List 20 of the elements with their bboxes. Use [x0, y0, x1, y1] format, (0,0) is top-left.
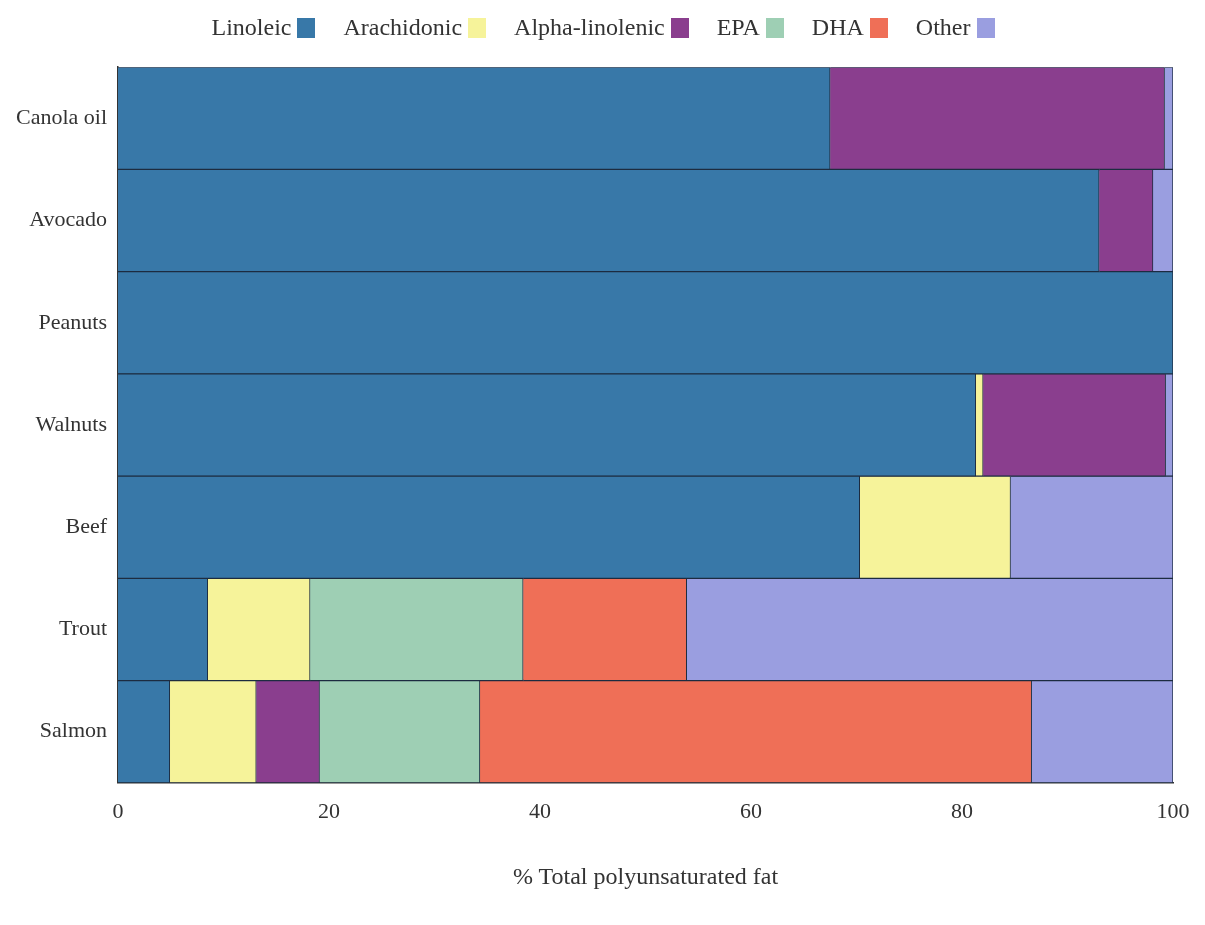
y-tick-label: Avocado [29, 206, 108, 232]
y-tick-label: Beef [65, 513, 108, 539]
x-tick-label: 60 [740, 797, 763, 823]
legend-label: DHA [811, 14, 864, 41]
x-tick-label: 40 [529, 797, 552, 823]
legend-label: Linoleic [211, 14, 292, 41]
x-tick-label: 20 [318, 797, 341, 823]
y-tick-label: Trout [58, 615, 108, 641]
x-tick-label: 100 [1156, 797, 1190, 823]
x-tick-label: 80 [951, 797, 974, 823]
x-axis-title: % Total polyunsaturated fat [512, 862, 779, 889]
legend-label: Other [915, 14, 971, 41]
y-tick-label: Canola oil [15, 104, 108, 130]
x-tick-label: 0 [112, 797, 124, 823]
y-tick-label: Salmon [39, 717, 108, 743]
legend-label: Alpha-linolenic [514, 14, 665, 41]
y-tick-label: Peanuts [38, 308, 108, 334]
legend-label: Arachidonic [343, 14, 463, 41]
y-tick-label: Walnuts [35, 410, 108, 436]
legend-label: EPA [716, 14, 760, 41]
